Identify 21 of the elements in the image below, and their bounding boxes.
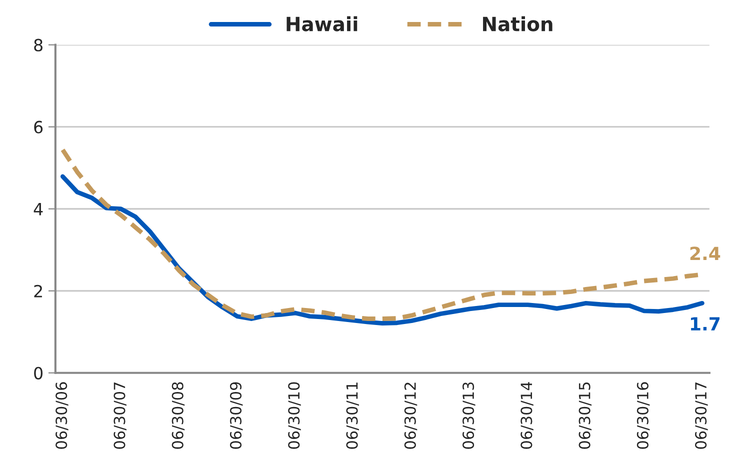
x-tick-label: 06/30/14 — [520, 382, 534, 449]
annotation: 1.7 — [690, 317, 720, 330]
x-tick-label: 06/30/08 — [172, 382, 185, 449]
x-tick-label: 06/30/16 — [636, 382, 650, 449]
x-tick-label: 06/30/12 — [404, 382, 418, 449]
x-tick-label: 06/30/11 — [346, 382, 359, 449]
x-tick-label: 06/30/07 — [114, 382, 126, 449]
x-tick-label: 06/30/09 — [230, 382, 243, 449]
x-tick-label: 06/30/15 — [578, 382, 592, 449]
legend-label: Nation — [483, 16, 552, 32]
y-tick-label: 0 — [34, 366, 43, 380]
annotation: 2.4 — [690, 246, 720, 260]
y-tick-label: 8 — [34, 38, 42, 52]
x-tick-label: 06/30/13 — [462, 382, 476, 449]
legend-label: Hawaii — [286, 16, 358, 32]
x-tick-label: 06/30/17 — [695, 382, 708, 449]
y-tick-label: 4 — [34, 203, 43, 216]
x-tick-label: 06/30/10 — [288, 382, 301, 449]
y-tick-label: 2 — [34, 284, 42, 298]
y-tick-label: 6 — [34, 120, 43, 134]
x-tick-label: 06/30/06 — [56, 382, 68, 449]
